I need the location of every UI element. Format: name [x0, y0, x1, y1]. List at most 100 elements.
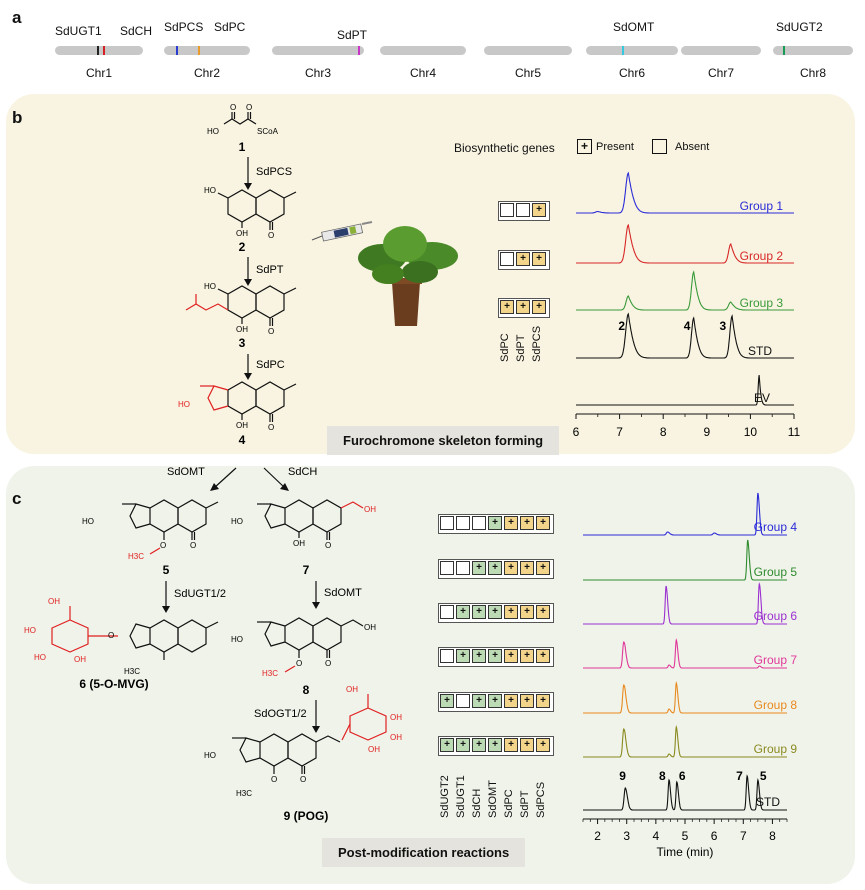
gene-cell-6-sdugt1: +	[456, 738, 470, 752]
peak-label-b-4: 4	[684, 319, 691, 333]
enzyme-sdch: SdCH	[288, 466, 317, 478]
svg-text:OH: OH	[48, 597, 60, 606]
panel-c-letter: c	[12, 489, 22, 508]
chromosome-label-6: Chr6	[618, 66, 645, 80]
gene-marker-sdpcs	[176, 46, 178, 55]
gene-cell-4-sdugt2	[440, 649, 454, 663]
svg-text:O: O	[108, 631, 114, 640]
gene-label-sdch: SdCH	[120, 24, 153, 38]
gene-column-label-sdpc: SdPC	[503, 789, 515, 818]
gene-cell-3-sdugt2	[440, 605, 454, 619]
trace-c-3	[583, 581, 787, 625]
gene-cell-1-sdch	[472, 516, 486, 530]
gene-cell-3-sdpcs: +	[536, 605, 550, 619]
chromosome-label-3: Chr3	[304, 66, 331, 80]
gene-cell-6-sdomt: +	[488, 738, 502, 752]
x-tick-label-c: 2	[594, 829, 601, 843]
gene-marker-sdpt	[358, 46, 360, 55]
gene-column-label-sdugt2: SdUGT2	[439, 775, 451, 818]
svg-text:OH: OH	[390, 713, 402, 722]
enzyme-sdomt-1: SdOMT	[167, 466, 205, 478]
methyl-label-6: H3C	[124, 667, 140, 676]
peak-label-c-6: 6	[679, 769, 686, 783]
panel-c-background	[6, 466, 855, 884]
gene-cell-5-sdch: +	[472, 694, 486, 708]
panel-b-chromatogram: Group 1 Group 2 Group 3 STD EV 2 4 3 6 7 8 9 10 11	[573, 171, 801, 439]
chromosome-bar-3	[272, 46, 364, 55]
gene-column-label-sdpt: SdPT	[519, 790, 531, 818]
gene-cell-4-sdpt: +	[520, 649, 534, 663]
x-tick-label-c: 3	[623, 829, 630, 843]
compound-4-label: 4	[239, 433, 246, 447]
gene-label-sdomt: SdOMT	[613, 20, 655, 34]
compound-2-structure	[217, 189, 297, 230]
gene-marker-sdch	[103, 46, 105, 55]
gene-cell-2-sdugt2	[440, 561, 454, 575]
x-tick-label-b: 9	[703, 425, 710, 439]
trace-b-4	[576, 312, 794, 359]
panel-b-letter: b	[12, 108, 23, 127]
x-tick-label-c: 5	[682, 829, 689, 843]
gene-label-sdugt1: SdUGT1	[55, 24, 102, 38]
trace-b-1	[576, 171, 794, 214]
peak-label-c-8: 8	[659, 769, 666, 783]
svg-text:O: O	[325, 659, 331, 668]
gene-cell-4-sdpcs: +	[536, 649, 550, 663]
compound-5-label: 5	[163, 563, 170, 577]
gene-label-sdpc: SdPC	[214, 20, 246, 34]
gene-cell-3-sdch: +	[472, 605, 486, 619]
chromosome-bar-7	[681, 46, 761, 55]
x-tick-label-c: 4	[653, 829, 660, 843]
gene-cell-3-sdpc: +	[500, 300, 514, 314]
gene-label-sdpcs: SdPCS	[164, 20, 204, 34]
trace-label-c-7: STD	[756, 795, 780, 809]
trace-label-b-2: Group 2	[740, 249, 784, 263]
trace-b-3	[576, 270, 794, 311]
gene-marker-sdomt	[622, 46, 624, 55]
gene-cell-1-sdpc: +	[504, 516, 518, 530]
trace-c-4	[583, 638, 787, 669]
svg-text:O: O	[268, 423, 274, 432]
svg-text:O: O	[268, 327, 274, 336]
gene-cell-1-sdpc	[500, 203, 514, 217]
svg-text:OH: OH	[74, 655, 86, 664]
trace-c-1	[583, 492, 787, 536]
chromosome-bar-8	[773, 46, 853, 55]
compound-9-structure	[232, 733, 341, 774]
trace-label-b-4: STD	[748, 344, 772, 358]
compound-3-structure	[217, 285, 297, 326]
gene-cell-4-sdpc: +	[504, 649, 518, 663]
svg-text:OH: OH	[293, 539, 305, 548]
svg-text:O: O	[190, 541, 196, 550]
compound-8-label: 8	[303, 683, 310, 697]
gene-cell-4-sdch: +	[472, 649, 486, 663]
gene-cell-3-sdpcs: +	[532, 300, 546, 314]
gene-cell-2-sdpcs: +	[532, 252, 546, 266]
svg-text:HO: HO	[34, 653, 46, 662]
chromosome-label-2: Chr2	[193, 66, 220, 80]
gene-cell-3-sdpc: +	[504, 605, 518, 619]
gene-cell-2-sdugt1	[456, 561, 470, 575]
svg-text:OH: OH	[364, 623, 376, 632]
gene-cell-1-sdomt: +	[488, 516, 502, 530]
gene-column-label-sdomt: SdOMT	[487, 780, 499, 818]
trace-b-5	[576, 374, 794, 406]
gene-cell-4-sdugt1: +	[456, 649, 470, 663]
gene-column-label-sdugt1: SdUGT1	[455, 775, 467, 818]
chromosome-bar-1	[55, 46, 143, 55]
x-tick-label-b: 8	[660, 425, 667, 439]
x-tick-label-c: 8	[769, 829, 776, 843]
enzyme-sdpcs: SdPCS	[256, 166, 292, 178]
chromosome-bar-5	[484, 46, 572, 55]
gene-label-sdugt2: SdUGT2	[776, 20, 823, 34]
svg-text:HO: HO	[204, 282, 216, 291]
x-tick-label-b: 10	[744, 425, 758, 439]
legend-absent-box	[652, 139, 667, 154]
gene-cell-6-sdpcs: +	[536, 738, 550, 752]
trace-label-c-1: Group 4	[754, 520, 798, 534]
coa-label: SCoA	[257, 127, 279, 136]
svg-text:O: O	[300, 775, 306, 784]
svg-text:HO: HO	[204, 186, 216, 195]
svg-text:OH: OH	[236, 325, 248, 334]
chromosome-label-8: Chr8	[799, 66, 826, 80]
